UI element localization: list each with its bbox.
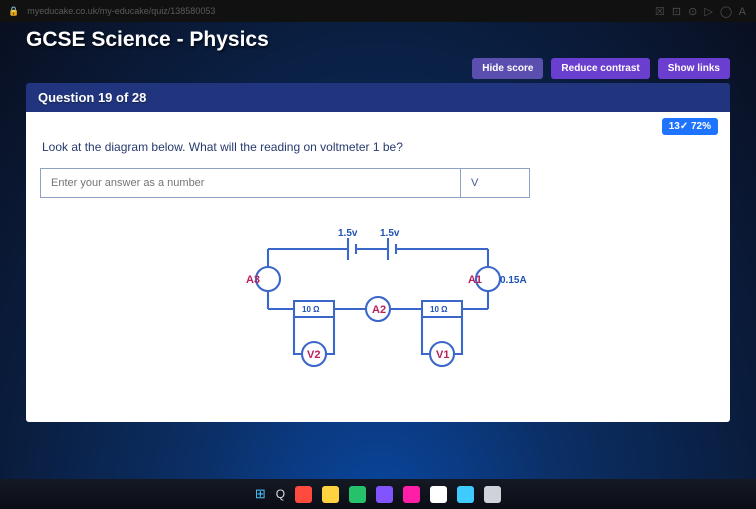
tb-app-1[interactable] (295, 486, 312, 503)
start-icon[interactable]: ⊞ (255, 486, 266, 502)
browser-chrome: 🔒 myeducake.co.uk/my-educake/quiz/138580… (0, 0, 756, 22)
tb-app-7[interactable] (457, 486, 474, 503)
r1-label: 10 Ω (302, 305, 320, 314)
lock-icon: 🔒 (8, 6, 19, 17)
search-icon-tb[interactable]: Q (276, 487, 285, 501)
reduce-contrast-button[interactable]: Reduce contrast (551, 58, 649, 79)
a2-label: A2 (372, 304, 386, 316)
tb-app-4[interactable] (376, 486, 393, 503)
tb-app-2[interactable] (322, 486, 339, 503)
v2-label: V2 (307, 349, 320, 361)
cell2-label: 1.5v (380, 228, 400, 239)
question-prompt: Look at the diagram below. What will the… (42, 140, 716, 154)
circuit-svg: 1.5v 1.5v A3 A2 A1 0.15A 10 Ω 10 Ω V2 V1 (208, 214, 548, 384)
answer-unit: V (460, 168, 530, 198)
browser-controls: ☒ ⊡ ⊙ ▷ ◯ A (655, 5, 748, 18)
a1-label: A1 (468, 274, 482, 286)
answer-row: V (40, 168, 716, 198)
page-title: GCSE Science - Physics (26, 28, 730, 52)
action-row: Hide score Reduce contrast Show links (26, 58, 730, 79)
tb-app-3[interactable] (349, 486, 366, 503)
a3-label: A3 (246, 274, 260, 286)
tb-app-5[interactable] (403, 486, 420, 503)
answer-input[interactable] (40, 168, 460, 198)
question-card: 13✓ 72% Look at the diagram below. What … (26, 112, 730, 422)
address-bar[interactable]: myeducake.co.uk/my-educake/quiz/13858005… (27, 6, 647, 16)
circuit-diagram: 1.5v 1.5v A3 A2 A1 0.15A 10 Ω 10 Ω V2 V1 (40, 210, 716, 384)
question-header: Question 19 of 28 (26, 83, 730, 112)
hide-score-button[interactable]: Hide score (472, 58, 543, 79)
tb-app-8[interactable] (484, 486, 501, 503)
tb-app-6[interactable] (430, 486, 447, 503)
taskbar: ⊞ Q (0, 479, 756, 509)
cell1-label: 1.5v (338, 228, 358, 239)
score-chip: 13✓ 72% (662, 118, 718, 135)
v1-label: V1 (436, 349, 449, 361)
r2-label: 10 Ω (430, 305, 448, 314)
current-label: 0.15A (500, 275, 527, 286)
show-links-button[interactable]: Show links (658, 58, 730, 79)
